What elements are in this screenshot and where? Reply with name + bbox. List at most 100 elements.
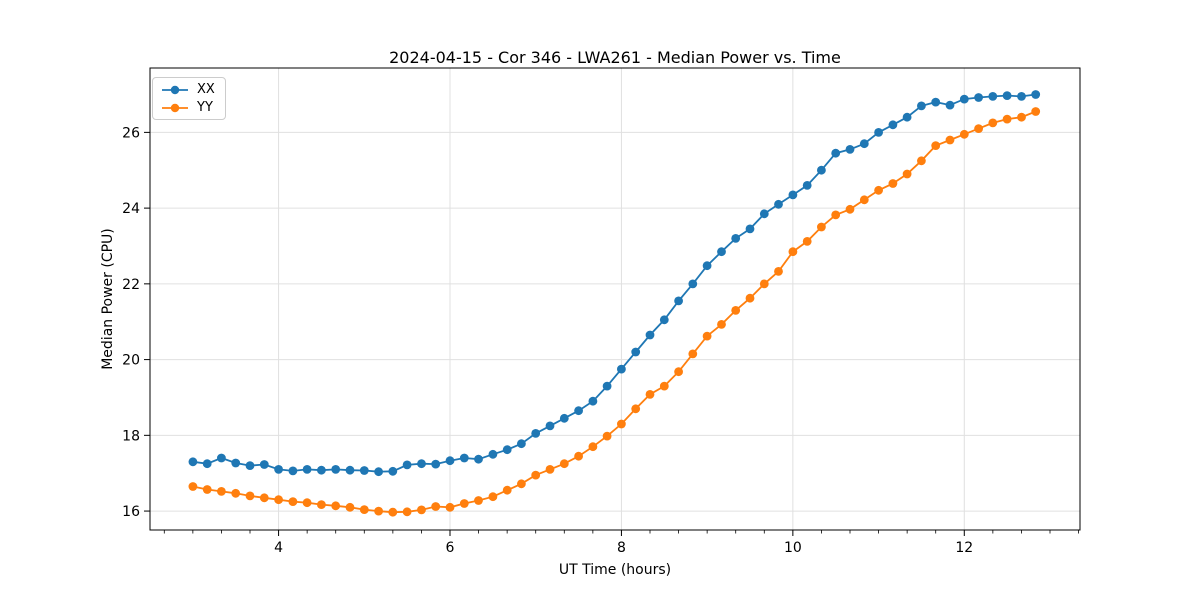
data-point-yy bbox=[417, 505, 426, 515]
data-point-yy bbox=[845, 204, 855, 214]
data-point-yy bbox=[302, 498, 312, 508]
data-point-xx bbox=[831, 148, 841, 158]
data-point-yy bbox=[517, 479, 526, 489]
y-tick-label: 20 bbox=[122, 353, 140, 369]
data-point-xx bbox=[217, 453, 226, 463]
legend-entry-yy: YY bbox=[161, 101, 215, 114]
x-tick-label: 6 bbox=[446, 540, 455, 556]
data-point-xx bbox=[245, 461, 255, 470]
data-point-yy bbox=[917, 156, 926, 166]
data-point-yy bbox=[188, 482, 198, 491]
data-point-xx bbox=[188, 457, 198, 467]
data-point-yy bbox=[374, 506, 383, 516]
legend-marker-yy-icon bbox=[162, 103, 188, 112]
legend: XX YY bbox=[152, 77, 226, 120]
data-point-yy bbox=[331, 501, 341, 511]
data-point-yy bbox=[545, 465, 555, 474]
data-point-yy bbox=[502, 485, 512, 495]
legend-marker-xx-icon bbox=[162, 85, 188, 94]
data-point-yy bbox=[488, 492, 498, 502]
data-point-xx bbox=[931, 97, 941, 107]
data-point-yy bbox=[745, 293, 755, 303]
data-point-xx bbox=[602, 381, 612, 391]
data-point-xx bbox=[617, 364, 626, 374]
legend-label-yy: YY bbox=[197, 100, 213, 115]
data-point-xx bbox=[874, 127, 883, 137]
data-point-yy bbox=[702, 331, 712, 341]
data-point-yy bbox=[388, 507, 398, 517]
data-point-yy bbox=[431, 502, 441, 511]
data-point-xx bbox=[717, 247, 726, 257]
data-point-xx bbox=[502, 445, 512, 455]
data-point-yy bbox=[788, 247, 798, 257]
data-point-xx bbox=[945, 100, 955, 110]
data-point-xx bbox=[359, 466, 369, 475]
data-point-yy bbox=[874, 185, 883, 195]
data-point-xx bbox=[274, 465, 283, 474]
data-point-xx bbox=[517, 439, 526, 449]
data-point-xx bbox=[388, 466, 398, 476]
data-point-yy bbox=[1002, 114, 1012, 124]
data-point-yy bbox=[688, 349, 698, 359]
data-point-xx bbox=[474, 454, 483, 464]
data-point-yy bbox=[774, 267, 783, 276]
data-point-xx bbox=[888, 120, 898, 130]
data-point-yy bbox=[402, 507, 412, 517]
data-point-yy bbox=[659, 381, 669, 391]
data-point-xx bbox=[745, 224, 755, 234]
data-point-yy bbox=[759, 279, 769, 289]
x-tick-label: 8 bbox=[617, 540, 626, 556]
data-point-xx bbox=[417, 459, 426, 469]
data-point-yy bbox=[1031, 107, 1041, 116]
legend-entry-xx: XX bbox=[161, 83, 215, 96]
data-point-yy bbox=[345, 502, 355, 512]
data-point-yy bbox=[459, 499, 469, 508]
data-point-xx bbox=[302, 465, 312, 474]
data-point-yy bbox=[559, 459, 569, 469]
plot-border bbox=[149, 67, 1081, 531]
legend-label-xx: XX bbox=[197, 82, 215, 97]
data-point-yy bbox=[617, 419, 626, 429]
data-point-yy bbox=[317, 500, 326, 509]
data-point-xx bbox=[459, 453, 469, 463]
data-point-xx bbox=[402, 460, 412, 470]
data-point-xx bbox=[817, 165, 826, 175]
y-tick-label: 16 bbox=[122, 504, 140, 520]
data-point-xx bbox=[731, 234, 741, 243]
data-point-yy bbox=[802, 237, 812, 246]
data-point-xx bbox=[559, 413, 569, 423]
data-point-xx bbox=[317, 465, 326, 475]
data-point-xx bbox=[588, 396, 598, 406]
data-point-xx bbox=[374, 467, 383, 477]
data-point-yy bbox=[1017, 112, 1026, 122]
data-point-yy bbox=[817, 222, 826, 232]
data-point-xx bbox=[859, 139, 869, 149]
data-point-yy bbox=[274, 495, 283, 505]
data-point-xx bbox=[845, 145, 855, 154]
data-point-yy bbox=[588, 442, 598, 452]
y-tick-label: 22 bbox=[122, 277, 140, 293]
data-point-yy bbox=[888, 179, 898, 188]
series-line-xx bbox=[192, 93, 1036, 473]
y-tick-label: 18 bbox=[122, 428, 140, 444]
data-point-xx bbox=[959, 94, 969, 104]
data-point-xx bbox=[674, 296, 683, 306]
data-point-yy bbox=[217, 487, 226, 496]
data-point-xx bbox=[974, 93, 983, 102]
data-point-xx bbox=[774, 199, 783, 209]
data-point-yy bbox=[259, 493, 269, 503]
data-point-yy bbox=[959, 129, 969, 139]
y-tick-label: 24 bbox=[122, 201, 140, 217]
data-point-yy bbox=[631, 404, 641, 414]
data-point-yy bbox=[288, 497, 298, 506]
data-point-xx bbox=[1002, 91, 1012, 100]
data-point-yy bbox=[245, 491, 255, 501]
data-point-xx bbox=[702, 261, 712, 271]
y-axis-label: Median Power (CPU) bbox=[100, 228, 116, 370]
data-point-xx bbox=[531, 429, 541, 438]
data-point-xx bbox=[574, 406, 583, 416]
data-point-yy bbox=[831, 210, 841, 220]
data-point-yy bbox=[474, 496, 483, 505]
